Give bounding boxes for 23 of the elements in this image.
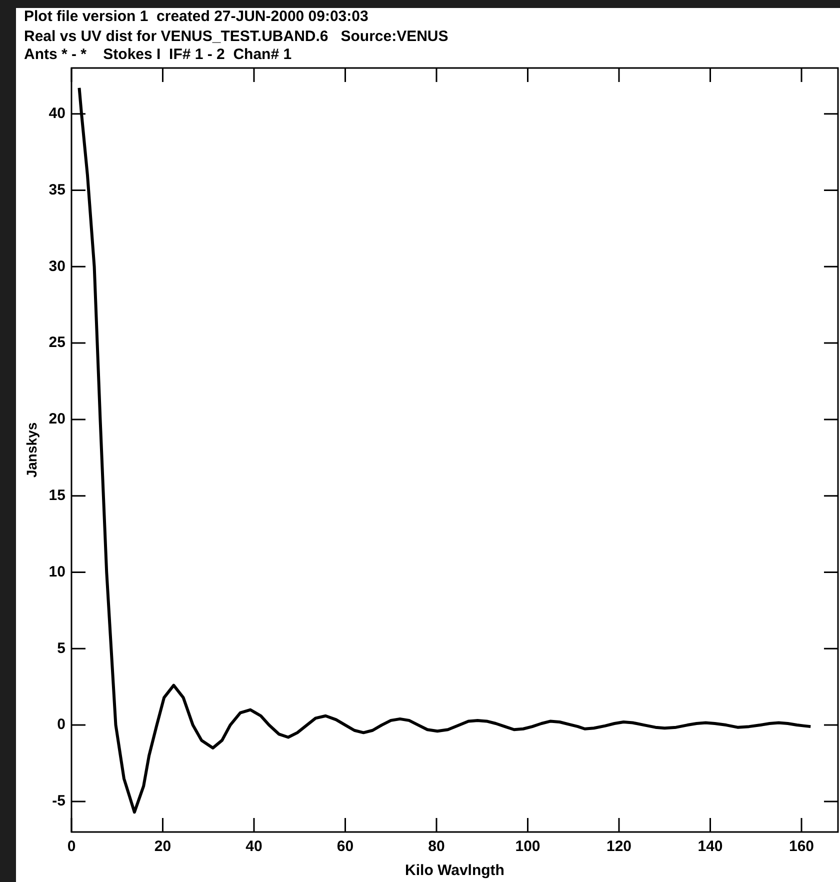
y-tick-label: 5 — [57, 640, 66, 657]
x-tick-label: 60 — [336, 838, 354, 856]
x-tick-label: 120 — [606, 838, 632, 856]
x-tick-label: 40 — [246, 838, 262, 856]
x-tick-label: 140 — [698, 838, 723, 856]
y-tick-label: 0 — [57, 716, 66, 734]
chart-title: Plot file version 1 created 27-JUN-2000 09:03:03 — [24, 8, 368, 26]
text: Ants * - * Stokes I IF# 1 - 2 Chan# 1 — [24, 46, 292, 64]
x-tick-label: 20 — [154, 838, 172, 856]
y-tick-label: 40 — [48, 104, 66, 122]
y-tick-label: 25 — [48, 334, 66, 352]
y-axis-title: Janskys — [23, 422, 40, 478]
y-tick-label: 15 — [48, 486, 66, 504]
y-tick-label: 10 — [48, 563, 66, 580]
chart-subtitle: Real vs UV dist for VENUS_TEST.UBAND.6 Source:VENUS — [24, 28, 448, 46]
y-tick-label: 35 — [48, 181, 66, 198]
y-tick-label: -5 — [52, 792, 66, 810]
x-tick-label: 160 — [788, 838, 814, 856]
y-tick-label: 20 — [48, 410, 66, 428]
x-tick-label: 80 — [428, 838, 445, 856]
x-tick-label: 100 — [515, 838, 540, 856]
x-axis-title: Kilo Wavlngth — [405, 862, 504, 880]
y-tick-label: 30 — [48, 258, 66, 275]
